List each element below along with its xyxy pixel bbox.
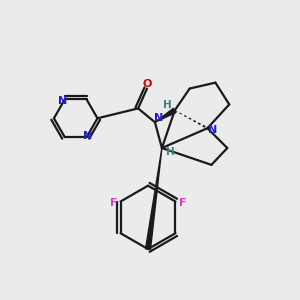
Text: F: F — [110, 197, 117, 208]
Text: F: F — [179, 197, 186, 208]
Text: N: N — [154, 113, 164, 123]
Text: N: N — [58, 96, 68, 106]
Text: H: H — [164, 100, 172, 110]
Text: N: N — [83, 131, 92, 141]
Polygon shape — [146, 148, 162, 249]
Text: H: H — [167, 147, 175, 157]
Text: N: N — [208, 125, 217, 135]
Text: O: O — [142, 79, 152, 88]
Polygon shape — [155, 108, 176, 122]
